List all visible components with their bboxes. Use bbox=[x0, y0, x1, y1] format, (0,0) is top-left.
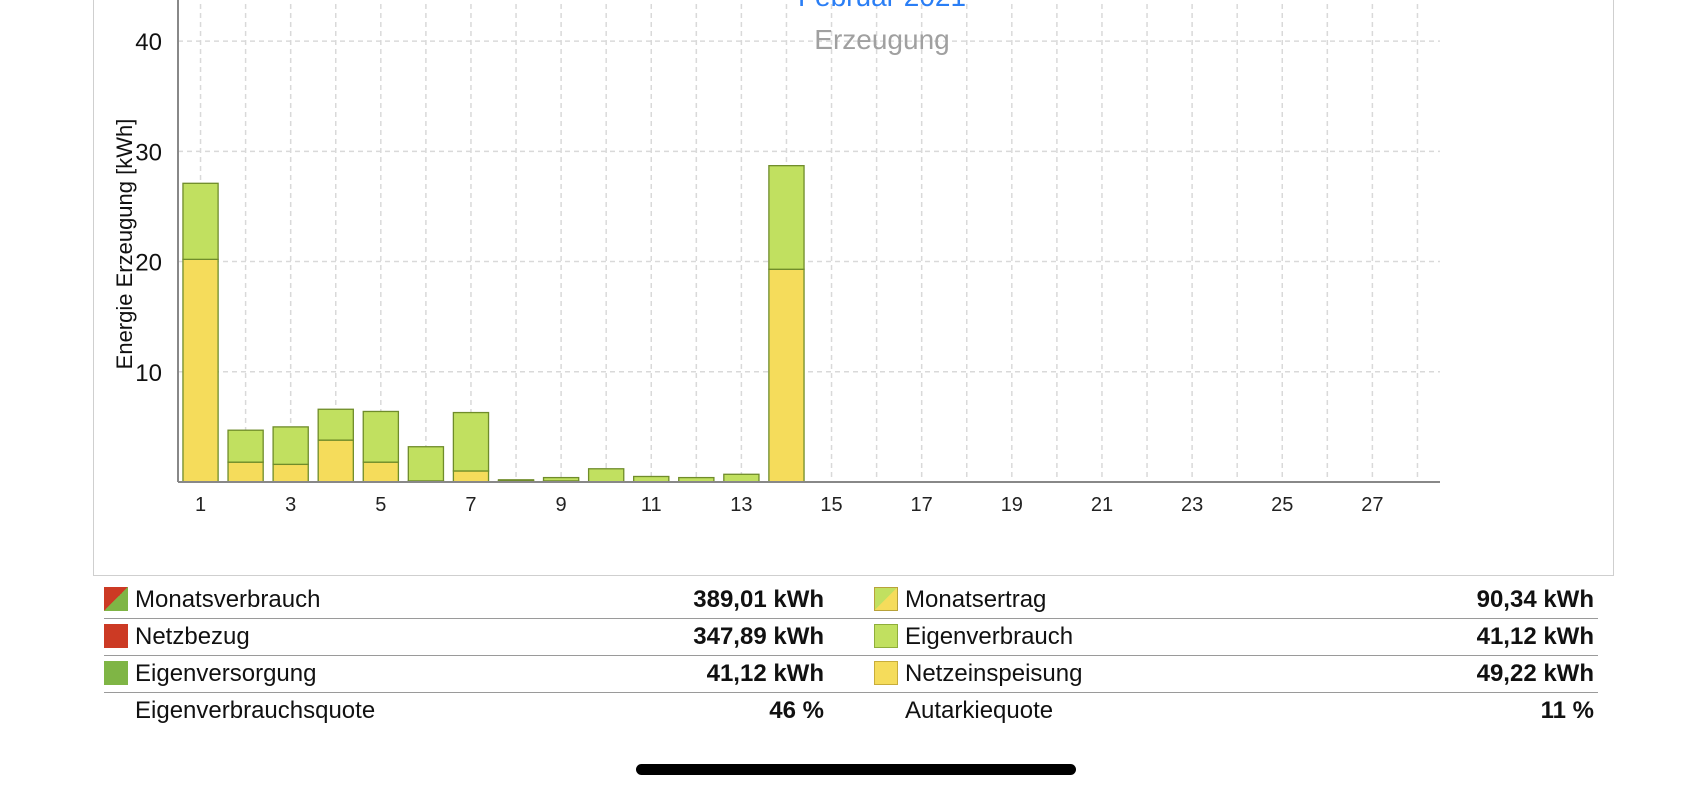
bar-eigenverbrauch-day-5 bbox=[362, 410, 400, 463]
summary-row: Eigenverbrauchsquote 46 % Autarkiequote … bbox=[104, 693, 1598, 729]
summary-row: Monatsverbrauch 389,01 kWh Monatsertrag … bbox=[104, 582, 1598, 619]
x-tick-label: 9 bbox=[556, 494, 567, 516]
bar-eigenverbrauch-day-1 bbox=[182, 182, 219, 261]
stat-value: 389,01 kWh bbox=[693, 586, 824, 613]
monthly-summary: Monatsverbrauch 389,01 kWh Monatsertrag … bbox=[104, 582, 1598, 729]
bar-eigenverbrauch-day-4 bbox=[317, 408, 354, 441]
eigenverbrauchsquote-item: Eigenverbrauchsquote 46 % bbox=[104, 693, 824, 729]
stat-label: Monatsertrag bbox=[905, 586, 1047, 613]
summary-row: Eigenversorgung 41,12 kWh Netzeinspeisun… bbox=[104, 656, 1598, 693]
x-tick-label: 5 bbox=[375, 494, 386, 516]
bar-eigenverbrauch-day-13 bbox=[723, 473, 760, 483]
stat-value: 41,12 kWh bbox=[1476, 623, 1594, 650]
bars bbox=[182, 165, 805, 483]
stat-value: 41,12 kWh bbox=[706, 660, 824, 687]
monatsertrag-item: Monatsertrag 90,34 kWh bbox=[874, 582, 1594, 618]
axes bbox=[177, 0, 1440, 483]
stat-label: Monatsverbrauch bbox=[135, 586, 321, 613]
stat-label: Eigenverbrauch bbox=[905, 623, 1074, 650]
netzeinspeisung-item: Netzeinspeisung 49,22 kWh bbox=[874, 656, 1594, 692]
y-tick-label: 30 bbox=[135, 139, 162, 166]
x-tick-label: 3 bbox=[285, 494, 296, 516]
self-supply-swatch bbox=[104, 661, 128, 685]
x-tick-label: 17 bbox=[911, 494, 933, 516]
stat-value: 49,22 kWh bbox=[1476, 660, 1594, 687]
summary-row: Netzbezug 347,89 kWh Eigenverbrauch 41,1… bbox=[104, 619, 1598, 656]
bar-eigenverbrauch-day-3 bbox=[272, 426, 309, 466]
bar-netzeinspeisung-day-1 bbox=[182, 258, 219, 483]
bar-netzeinspeisung-day-2 bbox=[227, 461, 264, 483]
bar-eigenverbrauch-day-14 bbox=[768, 165, 805, 270]
bar-eigenverbrauch-day-7 bbox=[452, 411, 490, 472]
y-tick-label: 40 bbox=[135, 29, 162, 56]
x-tick-label: 13 bbox=[730, 494, 752, 516]
stat-value: 11 % bbox=[1540, 697, 1594, 724]
self-consumption-swatch bbox=[874, 624, 898, 648]
bar-netzeinspeisung-day-7 bbox=[452, 470, 490, 483]
x-tick-label: 19 bbox=[1001, 494, 1023, 516]
yield-swatch bbox=[874, 587, 898, 611]
bar-netzeinspeisung-day-4 bbox=[317, 439, 354, 483]
x-tick-label: 21 bbox=[1091, 494, 1113, 516]
grid-lines bbox=[178, 0, 1440, 482]
grid-feed-in-swatch bbox=[874, 661, 898, 685]
chart-title: Februar 2021 bbox=[798, 0, 966, 12]
y-tick-label: 10 bbox=[135, 360, 162, 387]
y-tick-label: 20 bbox=[135, 250, 162, 277]
home-indicator[interactable] bbox=[636, 764, 1076, 775]
stat-value: 347,89 kWh bbox=[693, 623, 824, 650]
x-tick-label: 7 bbox=[465, 494, 476, 516]
monatsverbrauch-item: Monatsverbrauch 389,01 kWh bbox=[104, 582, 824, 618]
netzbezug-item: Netzbezug 347,89 kWh bbox=[104, 619, 824, 655]
x-tick-label: 23 bbox=[1181, 494, 1203, 516]
consumption-swatch bbox=[104, 587, 128, 611]
x-tick-label: 15 bbox=[820, 494, 842, 516]
y-axis-label: Energie Erzeugung [kWh] bbox=[112, 119, 137, 370]
stat-label: Netzbezug bbox=[135, 623, 250, 650]
bar-netzeinspeisung-day-14 bbox=[768, 268, 805, 483]
x-tick-label: 11 bbox=[641, 494, 662, 516]
autarkiequote-item: Autarkiequote 11 % bbox=[874, 693, 1594, 729]
grid-import-swatch bbox=[104, 624, 128, 648]
stat-label: Eigenverbrauchsquote bbox=[135, 697, 376, 724]
stat-value: 46 % bbox=[769, 697, 824, 724]
bar-netzeinspeisung-day-5 bbox=[362, 461, 400, 483]
eigenversorgung-item: Eigenversorgung 41,12 kWh bbox=[104, 656, 824, 692]
x-tick-label: 27 bbox=[1361, 494, 1383, 516]
bar-eigenverbrauch-day-2 bbox=[227, 429, 264, 463]
stat-label: Eigenversorgung bbox=[135, 660, 317, 687]
eigenverbrauch-item: Eigenverbrauch 41,12 kWh bbox=[874, 619, 1594, 655]
stat-label: Netzeinspeisung bbox=[905, 660, 1083, 687]
x-tick-label: 25 bbox=[1271, 494, 1293, 516]
x-tick-label: 1 bbox=[195, 494, 206, 516]
bar-netzeinspeisung-day-3 bbox=[272, 463, 309, 483]
bar-eigenverbrauch-day-9 bbox=[542, 476, 580, 482]
bar-eigenverbrauch-day-10 bbox=[587, 468, 625, 483]
bar-eigenverbrauch-day-8 bbox=[497, 479, 535, 482]
stat-label: Autarkiequote bbox=[905, 697, 1054, 724]
stat-value: 90,34 kWh bbox=[1476, 586, 1594, 613]
chart-subtitle: Erzeugung bbox=[814, 24, 949, 55]
bar-eigenverbrauch-day-6 bbox=[407, 446, 445, 482]
